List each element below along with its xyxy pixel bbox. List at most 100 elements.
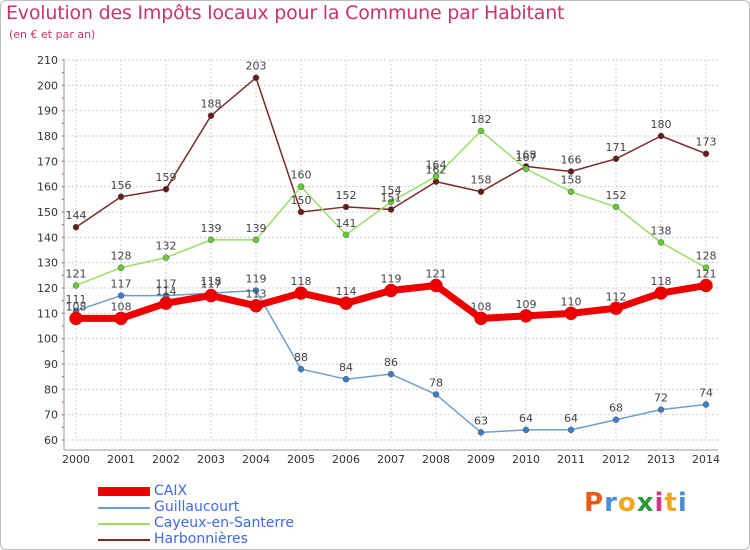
logo-letter: P [584, 488, 605, 518]
data-point-cayeux-en-santerre [657, 239, 665, 246]
data-point-harbonnieres [612, 155, 620, 163]
data-label-caix: 118 [291, 275, 312, 288]
data-point-harbonnieres [117, 193, 125, 201]
data-label-cayeux-en-santerre: 152 [606, 189, 627, 202]
x-tick-label: 2014 [692, 453, 720, 466]
data-point-guillaucourt [477, 429, 485, 436]
data-label-guillaucourt: 84 [339, 361, 353, 374]
data-point-harbonnieres [207, 112, 215, 119]
data-label-guillaucourt: 68 [609, 402, 623, 415]
data-point-guillaucourt [567, 426, 575, 434]
y-tick-label: 60 [44, 434, 58, 447]
y-tick-label: 190 [37, 105, 58, 118]
x-tick-label: 2004 [242, 453, 270, 466]
data-point-cayeux-en-santerre [477, 127, 485, 135]
data-point-harbonnieres [387, 206, 395, 213]
proxiti-logo: Proxiti [584, 488, 688, 518]
data-point-caix [69, 311, 83, 326]
logo-letter: o [617, 488, 637, 518]
y-tick-label: 140 [37, 231, 58, 244]
page-subtitle: (en € et par an) [9, 28, 96, 41]
y-tick-label: 70 [44, 409, 58, 422]
data-point-guillaucourt [702, 401, 710, 408]
legend-swatch-harbonnieres [98, 539, 150, 541]
data-point-guillaucourt [342, 375, 350, 383]
x-tick-label: 2002 [152, 453, 180, 466]
data-point-harbonnieres [657, 132, 665, 140]
data-point-harbonnieres [567, 168, 575, 175]
data-point-cayeux-en-santerre [432, 173, 440, 180]
data-point-cayeux-en-santerre [252, 236, 260, 244]
y-tick-label: 210 [37, 54, 58, 67]
data-point-caix [204, 288, 218, 303]
page-title: Evolution des Impôts locaux pour la Comm… [6, 2, 565, 24]
x-tick-label: 2006 [332, 453, 360, 466]
data-label-guillaucourt: 64 [519, 412, 533, 425]
data-label-caix: 117 [201, 278, 222, 291]
data-point-cayeux-en-santerre [297, 183, 305, 190]
data-point-guillaucourt [117, 292, 125, 299]
legend-label-guillaucourt: Guillaucourt [154, 499, 240, 515]
data-point-caix [564, 306, 578, 321]
data-point-caix [339, 296, 353, 310]
data-label-guillaucourt: 119 [246, 273, 267, 286]
legend-swatch-caix [98, 487, 150, 496]
data-label-guillaucourt: 117 [156, 278, 177, 291]
data-point-cayeux-en-santerre [342, 231, 350, 239]
data-point-caix [159, 296, 173, 310]
data-label-guillaucourt: 88 [294, 351, 308, 364]
data-point-harbonnieres [297, 208, 305, 216]
data-label-harbonnieres: 152 [336, 189, 357, 202]
data-point-guillaucourt [387, 370, 395, 378]
data-label-guillaucourt: 111 [66, 293, 87, 306]
data-label-caix: 108 [471, 300, 492, 313]
data-point-harbonnieres [342, 203, 350, 211]
data-label-harbonnieres: 168 [516, 148, 537, 161]
x-tick-label: 2007 [377, 453, 405, 466]
data-label-cayeux-en-santerre: 138 [651, 224, 672, 237]
data-point-harbonnieres [477, 188, 485, 195]
data-label-caix: 121 [696, 267, 717, 280]
data-label-caix: 121 [426, 267, 447, 280]
y-tick-label: 120 [37, 282, 58, 295]
x-tick-label: 2001 [107, 453, 135, 466]
data-label-cayeux-en-santerre: 139 [246, 222, 267, 235]
data-label-cayeux-en-santerre: 139 [201, 222, 222, 235]
x-tick-label: 2005 [287, 453, 315, 466]
data-label-harbonnieres: 150 [291, 194, 312, 207]
data-label-harbonnieres: 156 [111, 179, 132, 192]
legend-swatch-cayeux-en-santerre [98, 523, 150, 525]
data-point-caix [609, 301, 623, 316]
x-tick-label: 2009 [467, 453, 495, 466]
data-label-cayeux-en-santerre: 128 [696, 250, 717, 263]
data-label-layer: 144 156 159 188 203 150 152 151 162 158 168 166 171 1… [66, 60, 717, 428]
data-label-guillaucourt: 64 [564, 412, 578, 425]
y-tick-label: 80 [44, 383, 58, 396]
axis-layer: 60 70 80 90 100 110 120 130 140 150 160 170 180 190 20… [37, 54, 720, 466]
data-label-caix: 108 [111, 300, 132, 313]
data-label-caix: 114 [336, 285, 357, 298]
logo-letter: i [677, 488, 688, 518]
data-label-harbonnieres: 173 [696, 136, 717, 149]
data-label-cayeux-en-santerre: 160 [291, 169, 312, 182]
data-point-caix [294, 286, 308, 300]
data-label-guillaucourt: 86 [384, 356, 398, 369]
data-point-guillaucourt [252, 287, 260, 294]
data-point-guillaucourt [297, 365, 305, 373]
y-tick-label: 160 [37, 181, 58, 194]
y-tick-label: 130 [37, 257, 58, 270]
data-point-harbonnieres [162, 185, 170, 193]
legend-swatch-guillaucourt [98, 507, 150, 509]
data-point-caix [654, 286, 668, 300]
data-point-guillaucourt [612, 416, 620, 423]
y-tick-label: 200 [37, 79, 58, 92]
data-label-guillaucourt: 74 [699, 387, 713, 400]
data-point-caix [429, 278, 443, 293]
data-label-guillaucourt: 118 [201, 275, 222, 288]
data-label-cayeux-en-santerre: 132 [156, 240, 177, 253]
data-label-harbonnieres: 144 [66, 209, 87, 222]
data-label-caix: 118 [651, 275, 672, 288]
data-label-harbonnieres: 166 [561, 153, 582, 166]
data-point-cayeux-en-santerre [117, 264, 125, 271]
